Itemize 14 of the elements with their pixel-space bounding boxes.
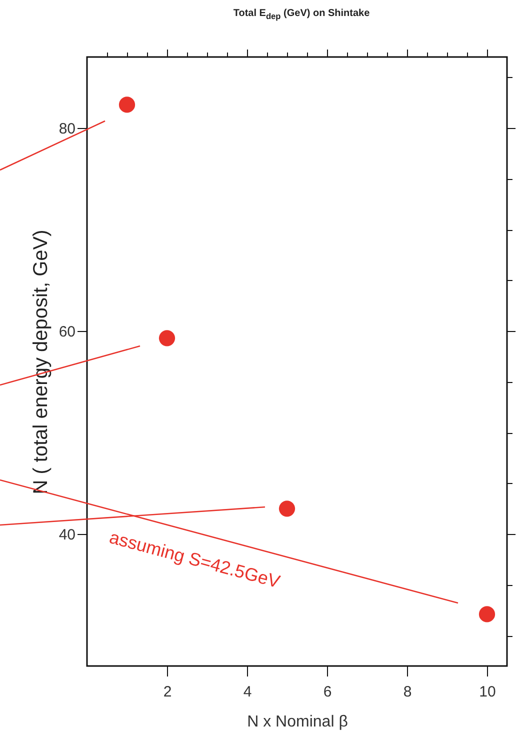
x-tick-label: 10 bbox=[479, 684, 496, 700]
x-tick-label: 4 bbox=[243, 684, 252, 700]
x-tick-label: 8 bbox=[403, 684, 412, 700]
y-tick-label: 60 bbox=[58, 324, 76, 341]
x-axis-title: N x Nominal β bbox=[247, 714, 348, 730]
y-tick-label: 40 bbox=[58, 526, 76, 544]
chart-title: Total E$_{dep}$ (GeV) on Shintake bbox=[232, 8, 371, 21]
x-tick-label: 6 bbox=[323, 684, 332, 700]
x-tick-label: 2 bbox=[163, 684, 172, 700]
point bbox=[278, 500, 296, 517]
point bbox=[158, 330, 176, 346]
y-tick-label: 80 bbox=[58, 120, 76, 138]
point bbox=[478, 606, 496, 622]
point bbox=[118, 96, 136, 113]
